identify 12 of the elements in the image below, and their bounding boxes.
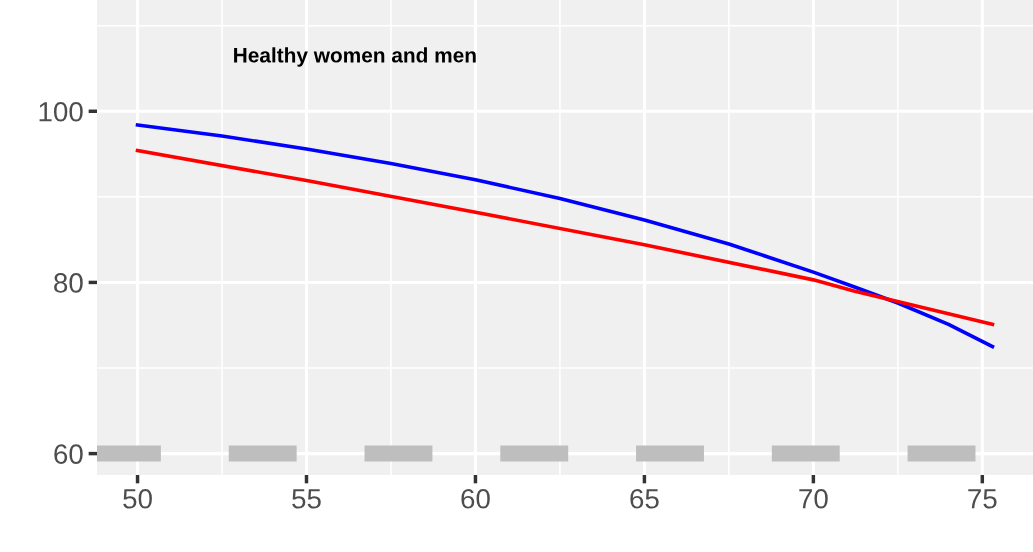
x-tick-label: 75 xyxy=(968,489,997,509)
annotation: Healthy women and men xyxy=(234,47,476,67)
x-tick-label: 60 xyxy=(461,488,490,509)
y-tick-label: 100 xyxy=(39,101,83,122)
y-tick-label: 60 xyxy=(54,444,83,464)
x-tick-label: 70 xyxy=(799,488,828,509)
x-tick-label: 55 xyxy=(292,489,321,509)
line-series xyxy=(135,148,995,327)
x-tick-label: 50 xyxy=(123,488,152,509)
line-series xyxy=(135,123,995,349)
y-tick-label: 80 xyxy=(54,273,83,293)
x-tick-label: 65 xyxy=(630,488,659,509)
